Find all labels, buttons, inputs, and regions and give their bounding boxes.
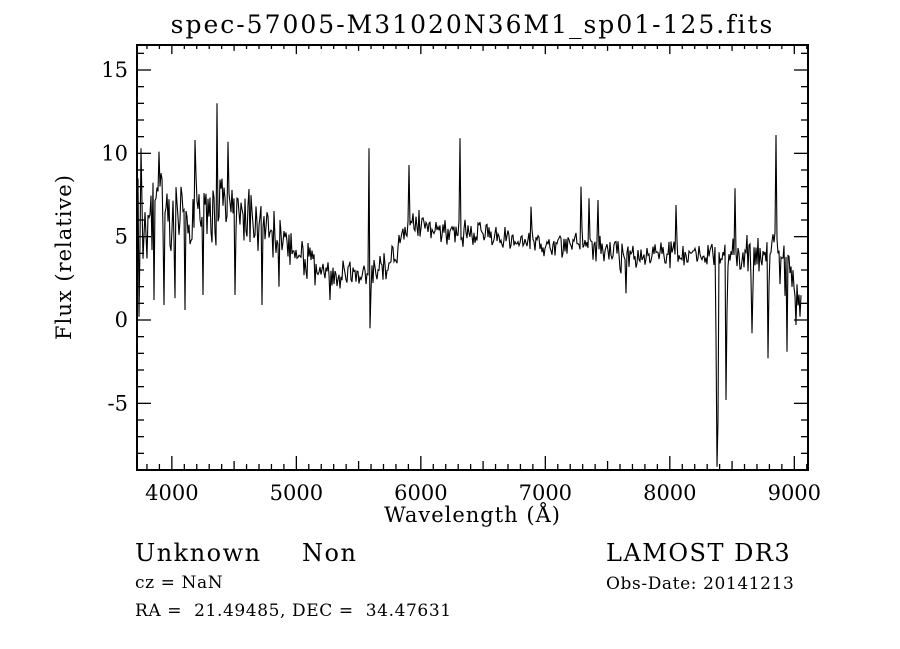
subclass-text: Non — [302, 539, 358, 567]
x-axis-label: Wavelength (Å) — [384, 503, 561, 527]
obs-date-text: Obs-Date: 20141213 — [606, 574, 795, 594]
x-tick-label: 6000 — [394, 481, 447, 505]
cz-text: cz = NaN — [135, 573, 224, 593]
ra-dec-text: RA = 21.49485, DEC = 34.47631 — [135, 601, 452, 621]
y-tick-label: -5 — [108, 391, 128, 415]
survey-release-text: LAMOST DR3 — [606, 539, 792, 567]
x-tick-label: 9000 — [768, 481, 821, 505]
y-axis-label: Flux (relative) — [52, 174, 76, 340]
y-tick-label: 5 — [115, 225, 128, 249]
y-tick-label: 10 — [101, 141, 128, 165]
plot-title: spec-57005-M31020N36M1_sp01-125.fits — [170, 10, 775, 39]
x-tick-label: 4000 — [145, 481, 198, 505]
y-tick-label: 15 — [101, 58, 128, 82]
classification-text: Unknown — [135, 539, 262, 567]
x-tick-label: 7000 — [519, 481, 572, 505]
x-tick-label: 8000 — [643, 481, 696, 505]
x-tick-label: 5000 — [270, 481, 323, 505]
spectrum-line — [136, 103, 802, 467]
y-tick-label: 0 — [115, 308, 128, 332]
